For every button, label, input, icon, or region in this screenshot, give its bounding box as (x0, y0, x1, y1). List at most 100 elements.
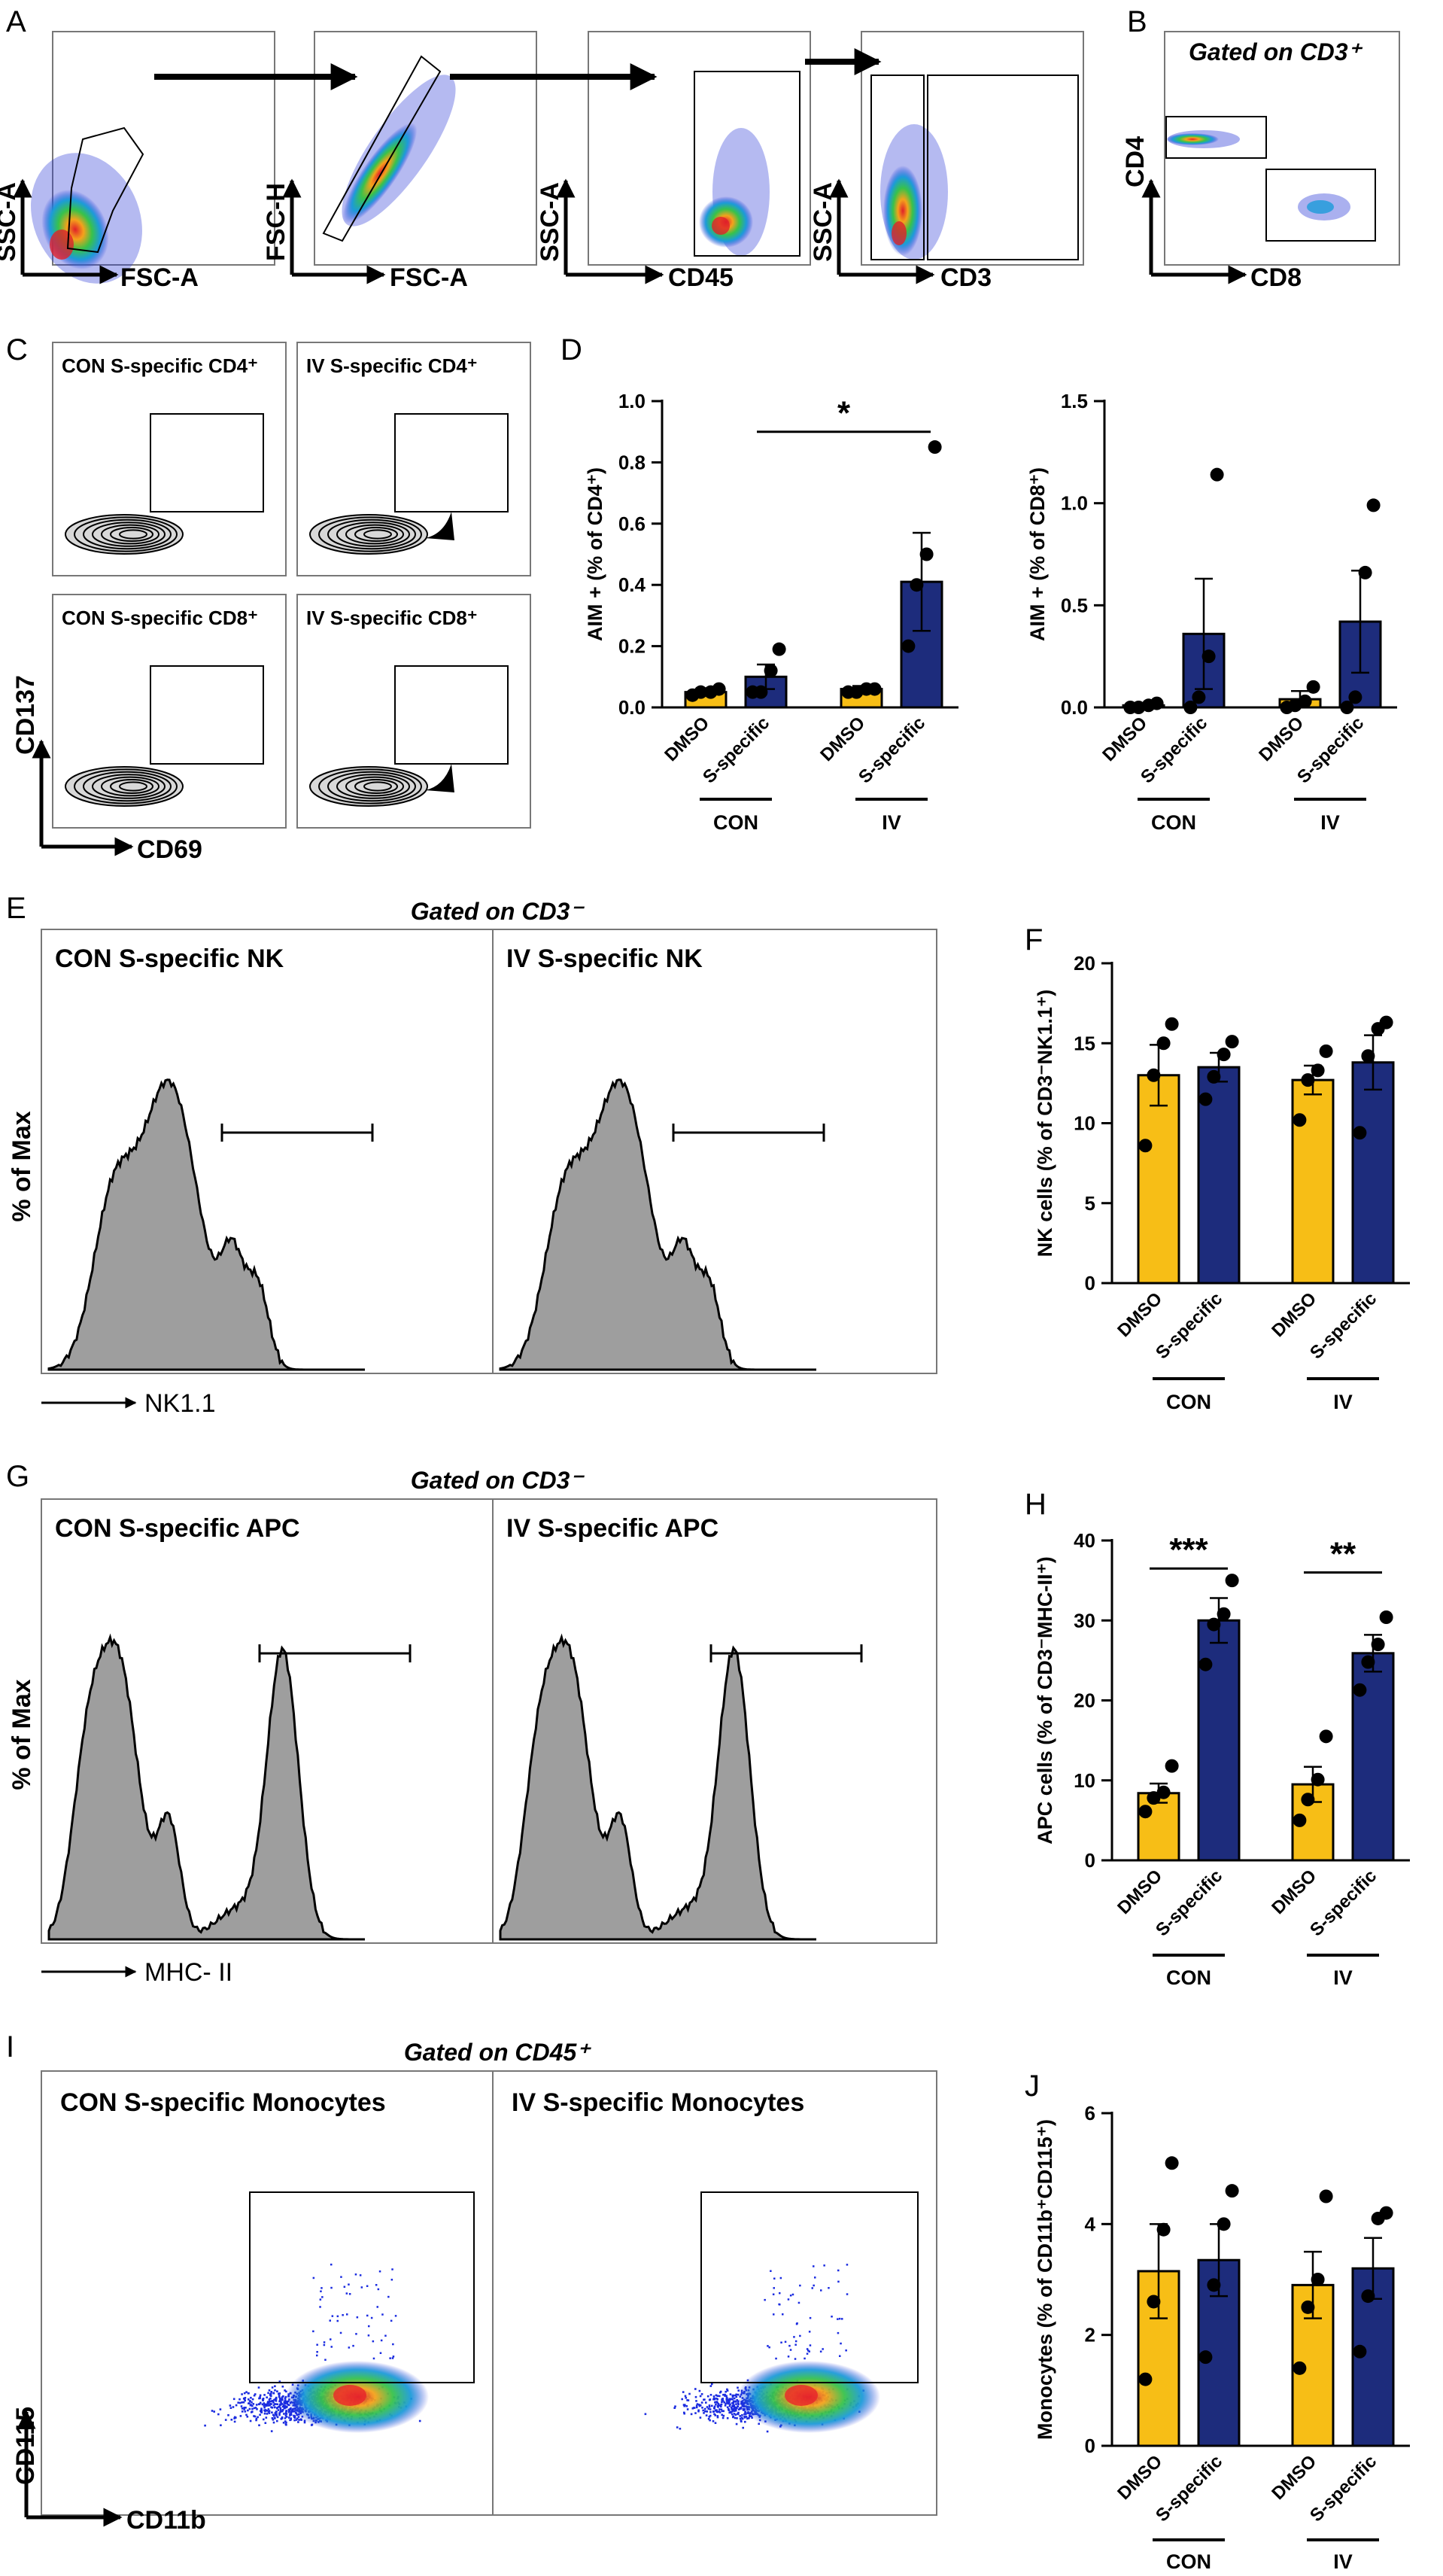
y-tick-label: 0.0 (1061, 696, 1088, 719)
data-point (1207, 1617, 1221, 1632)
monocyte-dot-plot-1: CON S-specific Monocytes (41, 2070, 494, 2516)
monocyte-gate (700, 2191, 919, 2383)
gating-arrows (154, 48, 882, 90)
y-axis-label: NK cells (% of CD3⁻NK1.1⁺) (1034, 990, 1056, 1258)
category-label: DMSO (816, 713, 869, 765)
y-tick-label: 6 (1085, 2102, 1095, 2124)
data-point (1210, 467, 1224, 482)
data-point (1306, 680, 1320, 694)
panel-letter-b: B (1127, 5, 1147, 38)
a2-x-label: FSC-A (390, 263, 468, 292)
panel-letter-f: F (1025, 923, 1043, 956)
contour-plot-c3: CON S-specific CD8⁺ (52, 594, 287, 829)
b-title: Gated on CD3⁺ (1189, 38, 1363, 65)
data-point (1207, 1069, 1221, 1084)
contour-tail (425, 764, 454, 792)
panel-i: Gated on CD45⁺ CON S-specific Monocytes I… (11, 2039, 937, 2535)
y-tick-label: 2 (1085, 2324, 1095, 2346)
a4-y-label: SSC-A (809, 182, 837, 262)
group-label: IV (1333, 1966, 1353, 1989)
a1-x-label: FSC-A (120, 263, 199, 292)
group-label: IV (1320, 811, 1340, 834)
data-point (1147, 1791, 1161, 1805)
y-axis-label: AIM + (% of CD4⁺) (584, 467, 606, 641)
data-point (901, 639, 916, 653)
data-point (1165, 1017, 1179, 1031)
group-label: CON (1166, 2550, 1211, 2573)
category-label: DMSO (1113, 2451, 1166, 2504)
bar (1197, 1619, 1241, 1862)
data-point (1319, 1729, 1333, 1744)
data-point (1361, 1049, 1375, 1063)
panel-letter-j: J (1025, 2070, 1040, 2103)
data-point (1319, 1044, 1333, 1058)
c-gate (150, 413, 264, 512)
y-tick-label: 0.6 (618, 512, 646, 535)
contour-line (119, 781, 147, 792)
y-tick-label: 0 (1085, 1272, 1095, 1294)
y-axis-label: APC cells (% of CD3⁻MHC-II⁺) (1034, 1556, 1056, 1845)
contour-line (345, 776, 404, 797)
data-point (1207, 2278, 1221, 2292)
group-label: IV (1333, 1391, 1353, 1413)
contour-line (101, 524, 159, 545)
data-point (910, 578, 924, 592)
flow-plot-a1 (31, 31, 275, 284)
i-plot-title: CON S-specific Monocytes (60, 2088, 386, 2117)
data-point (1371, 1638, 1385, 1652)
a1-y-label: SSC-A (0, 182, 21, 262)
y-tick-label: 0.2 (618, 635, 646, 658)
y-tick-label: 0.0 (618, 696, 646, 719)
panel-letters: A B C D E F G H I J (6, 5, 1147, 2103)
data-point (1366, 498, 1381, 512)
panel-a-axes (13, 178, 935, 284)
flow-plot-a2 (314, 31, 537, 266)
c-plot-title: IV S-specific CD8⁺ (306, 607, 478, 629)
contour-plot-c1: CON S-specific CD4⁺ (52, 342, 287, 576)
g-x-label: MHC- II (144, 1958, 232, 1987)
y-axis-label: Monocytes (% of CD11b⁺CD115⁺) (1034, 2119, 1056, 2440)
data-point (764, 664, 778, 678)
panel-letter-e: E (6, 892, 26, 925)
g-gate-title: Gated on CD3⁻ (411, 1467, 585, 1494)
contour-line (101, 776, 159, 797)
contour-tail (425, 512, 454, 540)
data-point (928, 440, 942, 455)
panel-letter-a: A (6, 5, 26, 38)
i-plot-title: IV S-specific Monocytes (512, 2088, 804, 2117)
data-point (1138, 2372, 1153, 2386)
y-tick-label: 0.8 (618, 451, 646, 473)
panel-a: SSC-A FSC-A FSC-H FSC-A SSC-A CD45 SSC-A… (0, 31, 1084, 292)
data-point (1225, 1035, 1239, 1049)
a4-x-label: CD3 (940, 263, 992, 292)
data-point (1183, 701, 1198, 714)
y-tick-label: 10 (1074, 1112, 1095, 1135)
e-x-label: NK1.1 (144, 1389, 216, 1418)
i-gate-title: Gated on CD45⁺ (404, 2039, 591, 2066)
a3-y-label: SSC-A (536, 182, 564, 262)
panel-c: CON S-specific CD4⁺ IV S-specific CD4⁺ CON… (11, 342, 531, 864)
panel-letter-d: D (560, 333, 582, 366)
contour-line (92, 522, 166, 547)
contour-line (363, 781, 392, 792)
category-label: DMSO (1268, 1288, 1320, 1341)
contour-plot-c4: IV S-specific CD8⁺ (296, 594, 531, 829)
histogram-area (499, 1078, 816, 1371)
bar (1351, 1061, 1395, 1285)
data-point (1147, 2295, 1161, 2309)
flow-plot-a3 (588, 31, 811, 266)
category-label: DMSO (661, 713, 713, 765)
i-y-label: CD115 (11, 2407, 40, 2485)
panel-letter-c: C (6, 333, 28, 366)
data-point (1358, 565, 1372, 579)
e-histogram-1: CON S-specific NK (41, 929, 494, 1374)
data-point (1156, 2222, 1171, 2237)
data-point (1319, 2189, 1333, 2203)
data-point (1379, 1610, 1393, 1624)
c-plot-title: IV S-specific CD4⁺ (306, 354, 478, 377)
data-point (1379, 1015, 1393, 1029)
flow-plot-a4 (861, 31, 1084, 266)
